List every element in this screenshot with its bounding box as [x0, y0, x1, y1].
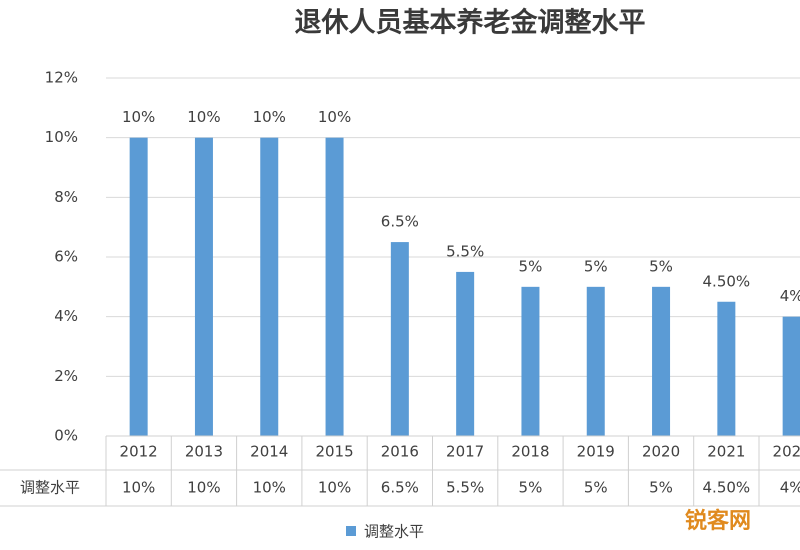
- x-tick-label: 2020: [642, 443, 680, 461]
- table-cell: 10%: [253, 479, 286, 497]
- x-tick-label: 2018: [511, 443, 549, 461]
- data-label: 4.50%: [703, 272, 751, 290]
- table-cell: 4.50%: [703, 479, 751, 497]
- bar: [717, 301, 736, 436]
- data-label: 5%: [649, 257, 673, 275]
- x-tick-label: 2017: [446, 443, 484, 461]
- y-tick-label: 8%: [54, 188, 78, 206]
- table-cell: 5%: [649, 479, 673, 497]
- table-cell: 5.5%: [446, 479, 484, 497]
- table-cell: 10%: [187, 479, 220, 497]
- table-cell: 5%: [519, 479, 543, 497]
- data-label: 10%: [253, 108, 286, 126]
- data-label: 5%: [519, 257, 543, 275]
- x-tick-label: 2012: [120, 443, 158, 461]
- table-row-header: 调整水平: [20, 479, 80, 497]
- data-label: 5%: [584, 257, 608, 275]
- table-cell: 10%: [122, 479, 155, 497]
- data-label: 10%: [187, 108, 220, 126]
- x-tick-label: 2021: [707, 443, 745, 461]
- legend-label: 调整水平: [364, 523, 424, 541]
- bar: [456, 271, 475, 436]
- watermark: 锐客网: [685, 508, 751, 534]
- y-tick-label: 0%: [54, 427, 78, 445]
- bar: [390, 242, 409, 436]
- data-label: 10%: [122, 108, 155, 126]
- data-label: 4%: [780, 287, 800, 305]
- table-cell: 6.5%: [381, 479, 419, 497]
- x-tick-label: 2015: [315, 443, 353, 461]
- bar: [129, 137, 148, 436]
- legend-swatch: [346, 526, 356, 536]
- y-tick-label: 10%: [45, 128, 78, 146]
- table-cell: 10%: [318, 479, 351, 497]
- x-tick-label: 2014: [250, 443, 288, 461]
- y-tick-label: 4%: [54, 307, 78, 325]
- x-tick-label: 2019: [577, 443, 615, 461]
- x-tick-label: 2013: [185, 443, 223, 461]
- table-cell: 5%: [584, 479, 608, 497]
- bar: [521, 286, 540, 436]
- y-tick-label: 6%: [54, 248, 78, 266]
- x-tick-label: 2022: [773, 443, 800, 461]
- bar: [325, 137, 344, 436]
- bar: [652, 286, 671, 436]
- table-cell: 4%: [780, 479, 800, 497]
- data-label: 5.5%: [446, 242, 484, 260]
- chart-title: 退休人员基本养老金调整水平: [295, 7, 646, 39]
- bar: [586, 286, 605, 436]
- data-label: 6.5%: [381, 213, 419, 231]
- bar: [782, 316, 800, 436]
- data-label: 10%: [318, 108, 351, 126]
- bar: [194, 137, 213, 436]
- x-tick-label: 2016: [381, 443, 419, 461]
- bar: [260, 137, 279, 436]
- y-tick-label: 12%: [45, 69, 78, 87]
- y-tick-label: 2%: [54, 367, 78, 385]
